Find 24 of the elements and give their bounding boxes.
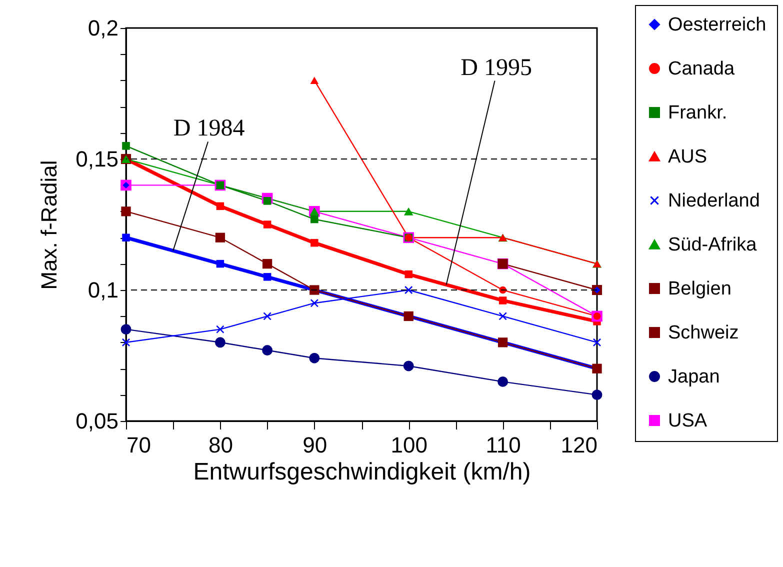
x-tick-label: 120 <box>560 432 598 458</box>
legend-label: Süd-Afrika <box>668 234 758 256</box>
legend-label: Schweiz <box>668 322 739 344</box>
y-axis-title: Max. f-Radial <box>36 160 62 290</box>
annotation: D 1995 <box>460 54 532 81</box>
x-tick-label: 80 <box>208 432 233 458</box>
legend-label: Niederland <box>668 190 760 212</box>
legend-label: USA <box>668 410 708 432</box>
y-tick-label: 0,2 <box>88 16 118 40</box>
x-axis-title: Entwurfsgeschwindigkeit (km/h) <box>193 458 531 486</box>
y-tick-label: 0,1 <box>88 278 118 302</box>
legend-label: Japan <box>668 366 720 388</box>
legend-label: Belgien <box>668 278 732 300</box>
legend-label: Frankr. <box>668 102 728 124</box>
legend-label: Canada <box>668 58 735 80</box>
annotation: D 1984 <box>173 116 245 142</box>
legend-label: Oesterreich <box>668 14 766 36</box>
x-tick-label: 100 <box>390 432 428 458</box>
y-tick-label: 0,05 <box>76 408 118 434</box>
x-tick-label: 70 <box>126 432 151 458</box>
x-tick-label: 110 <box>486 432 521 458</box>
y-tick-label: 0,15 <box>76 146 118 172</box>
x-tick-label: 90 <box>302 432 328 458</box>
legend-label: AUS <box>668 146 708 168</box>
